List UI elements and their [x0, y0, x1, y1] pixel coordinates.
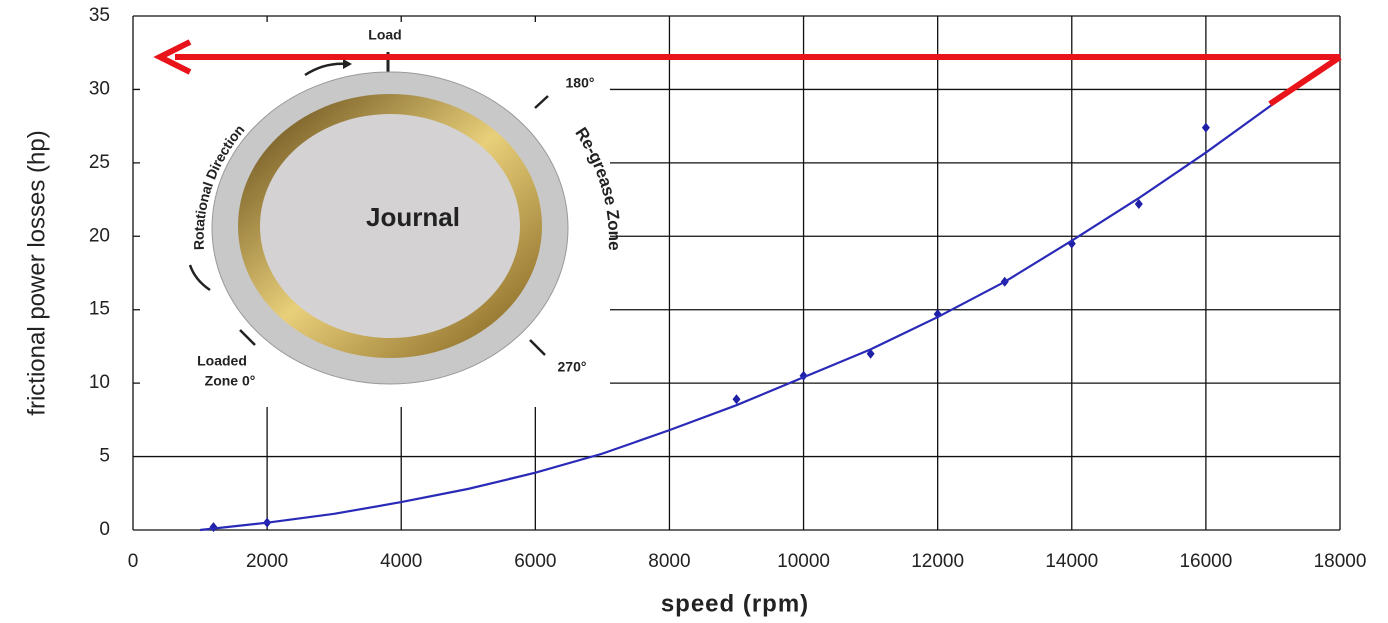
load-label: Load	[368, 27, 401, 43]
x-tick-label: 4000	[380, 551, 422, 572]
y-tick-label: 15	[89, 299, 110, 320]
y-tick-label: 25	[89, 152, 110, 173]
journal	[260, 114, 520, 338]
x-tick-label: 8000	[648, 551, 690, 572]
data-layer	[199, 103, 1274, 533]
journal-label: Journal	[366, 202, 460, 232]
y-tick-label: 35	[89, 5, 110, 26]
x-tick-label: 10000	[777, 551, 830, 572]
loaded-zone-label: Zone 0°	[205, 373, 256, 389]
x-tick-label: 14000	[1045, 551, 1098, 572]
x-tick-label: 18000	[1314, 551, 1367, 572]
tick-180	[534, 95, 549, 109]
data-point	[732, 394, 741, 405]
annotation-arrowhead	[153, 39, 192, 75]
tick-0	[239, 329, 256, 346]
x-tick-label: 12000	[911, 551, 964, 572]
x-tick-label: 16000	[1179, 551, 1232, 572]
inset-diagram: Journal Load 180° 270° Loaded Zone 0° Ro…	[140, 22, 623, 407]
annotation	[153, 39, 1342, 107]
y-tick-label: 5	[99, 446, 110, 467]
data-point	[1201, 122, 1210, 133]
y-axis-title: frictional power losses (hp)	[23, 130, 50, 415]
angle-label: 270°	[558, 359, 587, 375]
loaded-zone-label: Loaded	[197, 353, 247, 369]
data-point	[1134, 198, 1143, 209]
y-tick-label: 10	[89, 372, 110, 393]
arrowhead	[343, 59, 352, 69]
x-tick-label: 6000	[514, 551, 556, 572]
rotation-arrow	[188, 264, 211, 292]
angle-label: 180°	[566, 75, 595, 91]
x-tick-label: 2000	[246, 551, 288, 572]
y-tick-label: 20	[89, 225, 110, 246]
x-tick-label: 0	[128, 551, 139, 572]
tick-270	[529, 339, 546, 356]
fit-line	[199, 103, 1274, 532]
annotation-line	[1268, 54, 1342, 107]
y-tick-label: 30	[89, 78, 110, 99]
y-tick-label: 0	[99, 519, 110, 540]
x-axis-title: speed (rpm)	[661, 590, 809, 617]
